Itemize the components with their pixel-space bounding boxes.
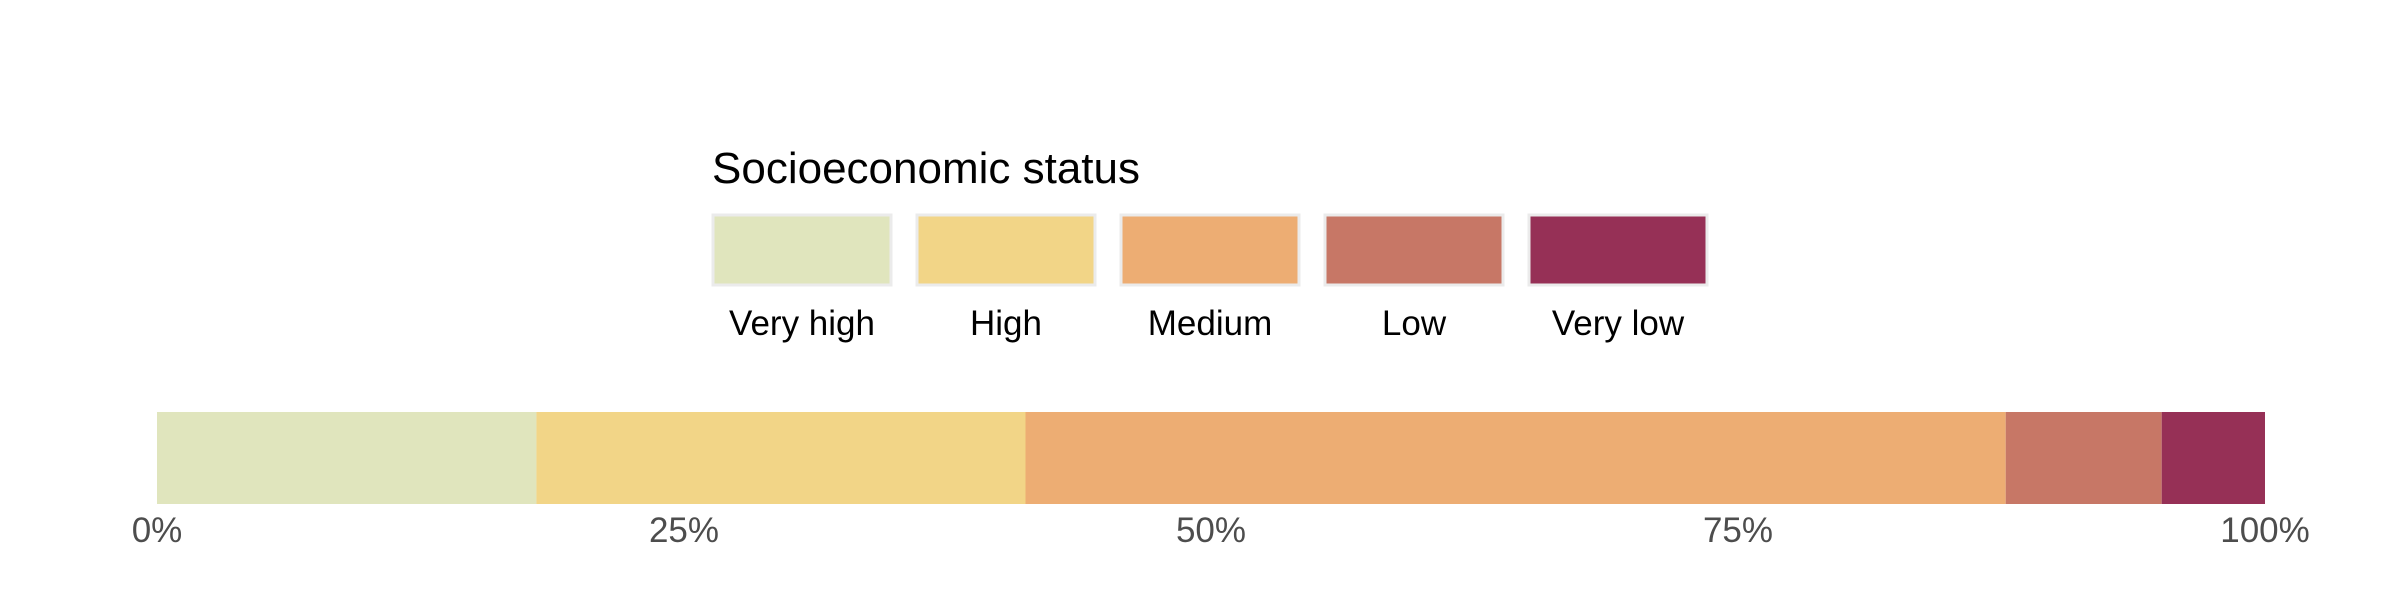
legend-key-medium bbox=[1119, 213, 1301, 287]
legend-keys: Very high High Medium Low Very low bbox=[711, 213, 1709, 343]
x-tick-label: 0% bbox=[132, 511, 183, 550]
legend-key-very-low bbox=[1527, 213, 1709, 287]
bar-segment-medium bbox=[1025, 412, 2006, 504]
bar-segment-very-high bbox=[157, 412, 537, 504]
x-tick-label: 75% bbox=[1703, 511, 1773, 550]
x-tick-label: 50% bbox=[1176, 511, 1246, 550]
bar-segment-high bbox=[536, 412, 1026, 504]
legend-label-high: High bbox=[970, 304, 1042, 343]
legend-label-very-high: Very high bbox=[729, 304, 875, 343]
legend-label-medium: Medium bbox=[1148, 304, 1272, 343]
x-axis-tick-labels: 0% 25% 50% 75% 100% bbox=[132, 511, 2310, 550]
bar-segment-low bbox=[2005, 412, 2162, 504]
legend-key-low bbox=[1323, 213, 1505, 287]
legend-label-low: Low bbox=[1382, 304, 1447, 343]
legend-key-very-high bbox=[711, 213, 893, 287]
x-tick-label: 25% bbox=[649, 511, 719, 550]
legend-title: Socioeconomic status bbox=[712, 144, 1140, 193]
x-tick-label: 100% bbox=[2220, 511, 2310, 550]
bar-segments bbox=[157, 412, 2265, 504]
bar-segment-very-low bbox=[2161, 412, 2265, 504]
legend-key-high bbox=[915, 213, 1097, 287]
legend-label-very-low: Very low bbox=[1552, 304, 1685, 343]
